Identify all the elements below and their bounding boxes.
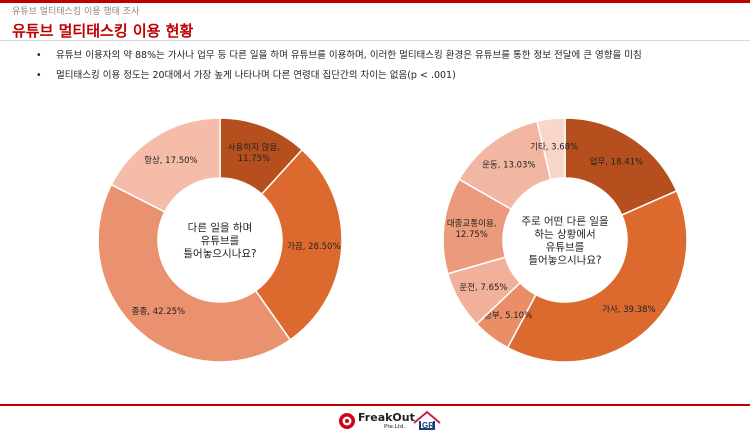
section-label: 유튜브 멀티태스킹 이용 행태 조사: [12, 7, 140, 17]
slice-label-5: 운동, 13.03%: [482, 161, 535, 171]
slice-label-2: 공부, 5.10%: [484, 311, 532, 321]
footer-divider: [0, 404, 750, 406]
title-divider: [0, 40, 750, 41]
donut-chart-multitasking-situation: 업무, 18.41% 가사, 39.38% 공부, 5.10% 운전, 7.65% 대중…: [442, 117, 688, 363]
donut-slice-2: [97, 183, 292, 363]
slice-label-1: 가끔, 28.50%: [287, 242, 340, 252]
donut-slice-1: [254, 148, 343, 341]
slice-label-3: 항상, 17.50%: [144, 155, 197, 166]
top-accent-line: [0, 0, 750, 3]
bullet-item: 유튜브 이용자의 약 88%는 가사나 업무 등 다른 일을 하며 유튜브를 이…: [36, 46, 750, 66]
donut-chart-multitasking-frequency: 사용하지 않음, 11.75% 가끔, 28.50% 종종, 42.25% 항상, 17…: [97, 117, 343, 363]
slice-label-4: 대중교통이용, 12.75%: [447, 218, 497, 240]
donut-slice-6: [536, 117, 566, 181]
svg-text:GR: GR: [422, 421, 434, 430]
slice-label-6: 기타, 3.68%: [530, 143, 578, 153]
freakout-logo-icon: [339, 413, 355, 429]
logo-sub: Pte.Ltd.: [384, 424, 406, 430]
donut-center-question: 다른 일을 하며 유튜브를 틀어놓으시나요?: [183, 221, 256, 260]
gr-logo-icon: GR: [413, 410, 441, 430]
donut-slice-1: [506, 189, 688, 363]
donut-center-question: 주로 어떤 다른 일을 하는 상황에서 유튜브를 틀어놓으시나요?: [521, 215, 609, 267]
page-title: 유튜브 멀티태스킹 이용 현황: [12, 22, 194, 40]
slice-label-1: 가사, 39.38%: [602, 305, 655, 315]
bullet-item: 멀티태스킹 이용 정도는 20대에서 가장 높게 나타나며 다른 연령대 집단간…: [36, 66, 750, 86]
donut-slice-0: [564, 117, 678, 217]
donut-slice-3: [110, 117, 221, 213]
slice-label-2: 종종, 42.25%: [132, 307, 185, 317]
slice-label-0: 사용하지 않음, 11.75%: [228, 142, 280, 164]
slice-label-3: 운전, 7.65%: [459, 282, 507, 293]
logo-name: FreakOut: [358, 411, 415, 424]
slice-label-0: 업무, 18.41%: [590, 157, 643, 167]
summary-bullets: 유튜브 이용자의 약 88%는 가사나 업무 등 다른 일을 하며 유튜브를 이…: [36, 46, 750, 86]
